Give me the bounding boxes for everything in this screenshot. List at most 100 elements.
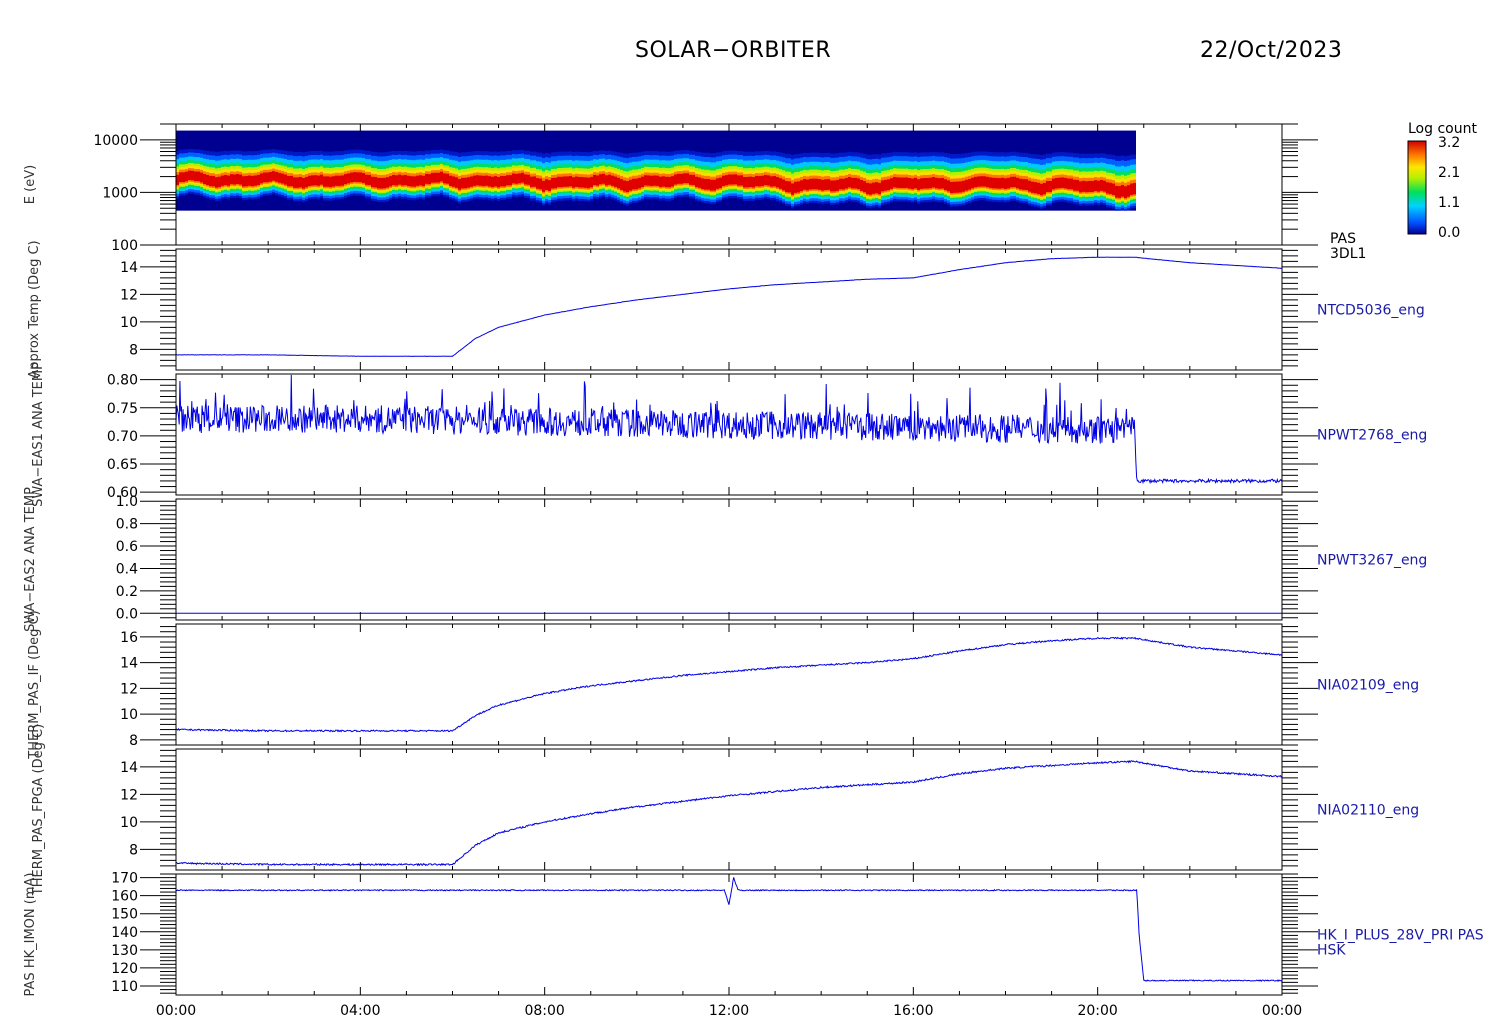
spectrogram-band [1073, 179, 1076, 191]
spectrogram-band [719, 177, 722, 189]
spectrogram-band [1127, 185, 1130, 197]
spectrogram-band [1058, 177, 1061, 189]
spectrogram-band [434, 172, 437, 183]
spectrogram-band [386, 177, 389, 188]
spectrogram-band [935, 177, 938, 189]
spectrogram-band [914, 177, 917, 189]
spectrogram-band [470, 176, 473, 187]
spectrogram-band [620, 179, 623, 190]
spectrogram-band [518, 173, 521, 184]
spectrogram-band [554, 177, 557, 189]
spectrogram-band [932, 177, 935, 188]
spectrogram-band [230, 174, 233, 185]
spectrogram-band [563, 176, 566, 187]
spectrogram-band [995, 177, 998, 189]
spectrogram-band [1100, 179, 1103, 191]
page-title: SOLAR−ORBITER [635, 38, 832, 63]
spectrogram-band [632, 178, 635, 190]
y-tick-label: 140 [111, 925, 138, 941]
spectrogram-band [743, 176, 746, 188]
spectrogram-band [539, 178, 542, 190]
y-tick-label: 10 [120, 315, 138, 331]
spectrogram-band [290, 175, 293, 187]
spectrogram-band [998, 178, 1001, 189]
spectrogram-band [227, 175, 230, 186]
spectrogram-band [527, 174, 530, 185]
spectrogram-band [926, 178, 929, 189]
spectrogram-band [824, 179, 827, 191]
y-tick-label: 12 [120, 287, 138, 303]
spectrogram-band [185, 171, 188, 182]
right-label: 3DL1 [1330, 246, 1366, 262]
spectrogram-band [1124, 186, 1127, 199]
spectrogram-band [710, 179, 713, 191]
spectrogram-band [809, 178, 812, 190]
spectrogram-band [461, 177, 464, 189]
spectrogram-band [767, 175, 770, 186]
spectrogram-band [251, 175, 254, 187]
spectrogram-band [524, 174, 527, 185]
spectrogram-band [407, 175, 410, 187]
spectrogram-band [338, 175, 341, 186]
colorbar-tick: 1.1 [1438, 195, 1460, 211]
spectrogram-band [548, 180, 551, 191]
spectrogram-band [275, 172, 278, 182]
spectrogram-band [713, 179, 716, 191]
y-tick-label: 100 [111, 238, 138, 254]
spectrogram-band [425, 173, 428, 184]
spectrogram-band [794, 181, 797, 193]
spectrogram-band [1016, 177, 1019, 189]
spectrogram-band [575, 176, 578, 187]
spectrogram-band [1133, 182, 1136, 195]
spectrogram-band [398, 174, 401, 185]
spectrogram-band [1052, 178, 1055, 190]
y-axis-label: THERM_PAS_FPGA (Deg C) [31, 724, 46, 896]
panel-frame [175, 373, 1283, 496]
spectrogram-band [299, 176, 302, 188]
spectrogram-band [698, 177, 701, 188]
spectrogram-band [410, 176, 413, 187]
spectrogram-band [1082, 180, 1085, 192]
spectrogram-band [629, 179, 632, 191]
y-tick-label: 0.75 [107, 401, 138, 417]
spectrogram-band [986, 176, 989, 188]
spectrogram-band [1085, 181, 1088, 193]
spectrogram-band [278, 172, 281, 183]
spectrogram-band [881, 180, 884, 192]
spectrogram-band [422, 175, 425, 187]
spectrogram-band [875, 182, 878, 194]
spectrogram-band [686, 173, 689, 184]
spectrogram-band [476, 175, 479, 186]
spectrogram-band [1103, 180, 1106, 192]
spectrogram-band [446, 173, 449, 184]
spectrogram-band [503, 176, 506, 187]
spectrogram-band [941, 177, 944, 189]
spectrogram-band [1040, 183, 1043, 196]
spectrogram-band [194, 171, 197, 182]
panel-frame [175, 873, 1283, 996]
panel-frame [175, 498, 1283, 621]
right-label: HSK [1317, 943, 1346, 959]
y-tick-label: 120 [111, 961, 138, 977]
spectrogram-band [557, 176, 560, 188]
spectrogram-band [962, 180, 965, 192]
panel-frame [175, 623, 1283, 746]
spectrogram-band [467, 177, 470, 188]
colorbar-gradient [1407, 140, 1427, 235]
spectrogram-band [494, 176, 497, 187]
y-tick-label: 130 [111, 943, 138, 959]
spectrogram-band [284, 174, 287, 185]
spectrogram-band [362, 173, 365, 183]
spectrogram-band [482, 175, 485, 187]
spectrogram-band [191, 170, 194, 181]
colorbar-tick: 2.1 [1438, 165, 1460, 181]
spectrogram-band [725, 175, 728, 186]
spectrogram-band [293, 177, 296, 188]
spectrogram-band [1043, 182, 1046, 195]
x-tick-label: 12:00 [709, 1003, 749, 1019]
spectrogram-band [359, 172, 362, 183]
spectrogram-band [704, 178, 707, 190]
spectrogram-band [953, 181, 956, 193]
spectrogram-band [587, 177, 590, 189]
spectrogram-band [248, 175, 251, 186]
